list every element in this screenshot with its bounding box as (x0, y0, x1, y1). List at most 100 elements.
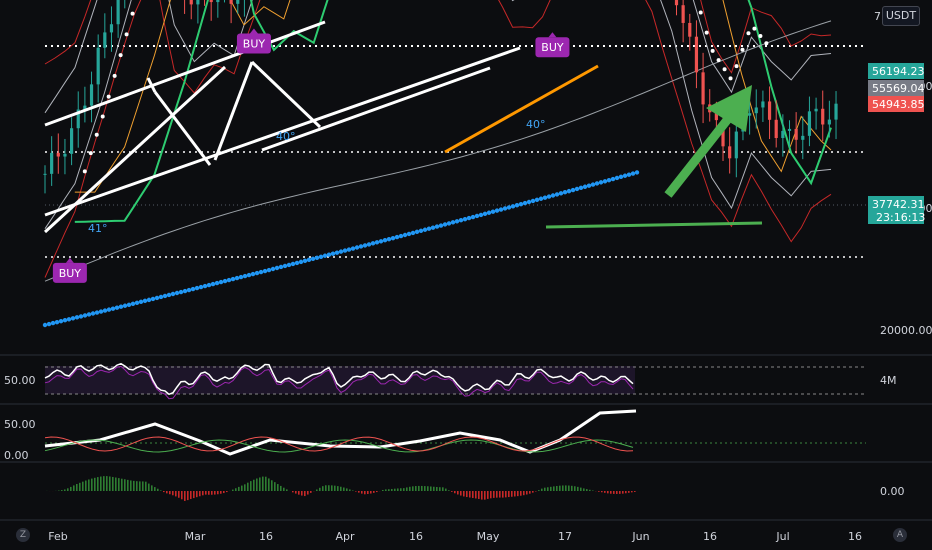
ma-dot (582, 184, 588, 189)
candle-body (89, 84, 94, 106)
sar-dot (106, 94, 111, 99)
macd-bar (523, 491, 525, 496)
macd-bar (385, 489, 387, 491)
ma-dot (374, 240, 380, 245)
macd-bar (157, 488, 159, 491)
macd-bar (103, 476, 105, 491)
macd-bar (259, 477, 261, 491)
macd-bar (397, 488, 399, 491)
ma-dot (122, 303, 128, 308)
macd-bar (193, 491, 195, 499)
ma-dot (82, 313, 88, 318)
ma-dot (54, 319, 60, 325)
ma-dot (110, 306, 116, 311)
long-ma-dots (42, 170, 640, 328)
macd-bar (361, 491, 363, 494)
macd-bar (601, 491, 603, 493)
ma-dot (114, 305, 120, 310)
macd-bar (163, 491, 165, 493)
macd-bar (469, 491, 471, 498)
ma-dot (614, 175, 620, 181)
ma-dot (506, 205, 512, 210)
up-arrow-shaft (664, 107, 739, 198)
macd-bar (307, 491, 309, 495)
ma-dot (494, 208, 500, 213)
ma-dot (158, 294, 164, 300)
macd-bar (370, 491, 372, 494)
ma-dot (346, 247, 352, 252)
sar-dot (722, 67, 727, 72)
rsi-line (44, 362, 634, 396)
candle-body (236, 0, 240, 4)
macd-bar (274, 482, 276, 491)
ma-dot (474, 213, 480, 219)
ma-dot (66, 317, 72, 322)
buy-signal[interactable]: BUY (535, 32, 570, 58)
macd-bar (550, 486, 552, 491)
macd-bar (67, 488, 69, 491)
trend-line (44, 46, 521, 217)
macd-bar (280, 485, 282, 491)
macd-bar (235, 488, 237, 491)
macd-histogram (46, 476, 636, 501)
timezone-icon[interactable]: Z (16, 528, 30, 542)
ma-dot (342, 248, 348, 253)
price-tag-value: 54943.85 (872, 98, 925, 111)
macd-bar (130, 480, 132, 491)
macd-bar (328, 485, 330, 491)
sar-dot (118, 53, 123, 58)
macd-bar (94, 477, 96, 491)
candle-body (83, 105, 87, 110)
candle-body (216, 0, 220, 3)
ma-dot (242, 273, 248, 279)
ma-dot (462, 216, 468, 222)
macd-bar (487, 491, 489, 499)
macd-bar (625, 491, 627, 494)
buy-signal[interactable]: BUY (236, 28, 271, 54)
trend-line (43, 65, 227, 234)
time-tick-label: Mar (185, 530, 206, 543)
sar-dot (100, 114, 105, 119)
currency-unit-selector[interactable]: USDT (882, 6, 920, 26)
ma-dot (310, 256, 316, 262)
trend-line (153, 91, 212, 166)
buy-signal[interactable]: BUY (52, 257, 87, 283)
macd-bar (490, 491, 492, 499)
ma-dot (182, 288, 188, 294)
price-tag-box (868, 96, 924, 112)
ma-dot (514, 203, 520, 208)
macd-bar (355, 491, 357, 492)
candle-body (728, 146, 732, 159)
price-tag-countdown: 23:16:13 (876, 211, 925, 224)
macd-bar (421, 485, 423, 491)
macd-bar (562, 485, 564, 491)
ma-dot (422, 227, 428, 232)
macd-bar (628, 491, 630, 493)
macd-bar (88, 479, 90, 491)
macd-bar (589, 489, 591, 491)
ma-dot (218, 279, 224, 285)
time-tick-label: Jun (631, 530, 649, 543)
auto-scale-icon[interactable]: A (893, 528, 907, 542)
macd-bar (334, 485, 336, 491)
macd-bar (583, 488, 585, 491)
macd-bar (97, 477, 99, 491)
ma-dot (478, 212, 484, 218)
macd-bar (205, 491, 207, 495)
macd-bar (403, 488, 405, 491)
macd-bar (346, 488, 348, 491)
macd-bar (241, 485, 243, 491)
ma-dot (226, 277, 232, 283)
ma-dot (170, 291, 176, 297)
ma-dot (530, 198, 536, 204)
signal-pointer (65, 257, 74, 263)
stoch-red-line (44, 436, 634, 452)
macd-bar (178, 491, 180, 498)
macd-bar (82, 481, 84, 491)
ma-dot (542, 195, 548, 200)
macd-bar (64, 489, 66, 491)
macd-bar (253, 479, 255, 491)
time-tick-label: Jul (775, 530, 789, 543)
